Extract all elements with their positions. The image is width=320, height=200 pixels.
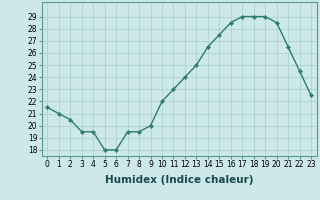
X-axis label: Humidex (Indice chaleur): Humidex (Indice chaleur) (105, 175, 253, 185)
